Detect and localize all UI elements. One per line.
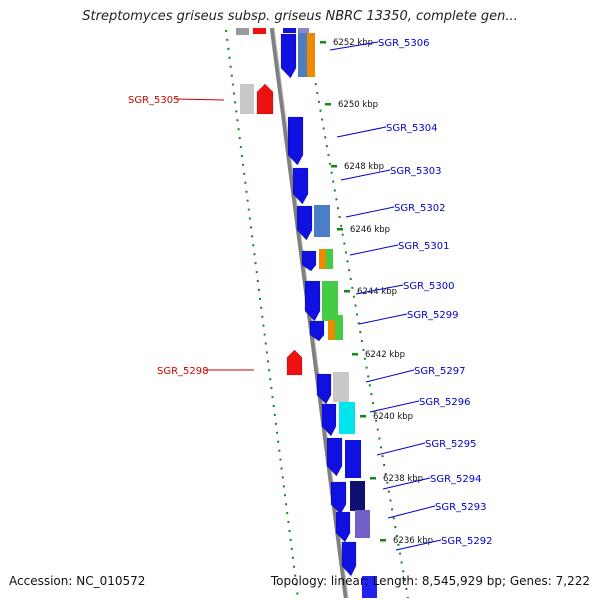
gene-homolog-block <box>319 249 326 269</box>
gene-homolog-block <box>322 281 338 321</box>
partial-gene-top <box>253 28 266 34</box>
gene-label-leader <box>382 477 431 490</box>
forward-gene-arrow[interactable] <box>301 250 317 272</box>
gene-label[interactable]: SGR_5303 <box>390 166 442 177</box>
gene-label[interactable]: SGR_5294 <box>430 474 482 485</box>
gene-homolog-block <box>314 205 330 237</box>
left-track-border <box>225 29 299 599</box>
gene-homolog-block <box>335 315 343 340</box>
forward-gene-arrow[interactable] <box>330 481 347 515</box>
scale-tick-label: 6238 kbp <box>383 474 423 484</box>
gene-homolog-block <box>333 372 349 402</box>
gene-label-leader <box>358 313 408 325</box>
scale-tick-label: 6252 kbp <box>333 38 373 48</box>
gene-homolog-block <box>355 510 370 538</box>
gene-label-leader <box>336 126 387 138</box>
gene-homolog-block <box>328 320 335 340</box>
gene-label[interactable]: SGR_5295 <box>425 439 477 450</box>
gene-label[interactable]: SGR_5302 <box>394 203 446 214</box>
gene-label-leader <box>329 41 379 51</box>
gene-label[interactable]: SGR_5306 <box>378 38 430 49</box>
gene-homolog-block <box>362 576 377 598</box>
scale-tick-label: 6246 kbp <box>350 225 390 235</box>
gene-label[interactable]: SGR_5301 <box>398 241 450 252</box>
scale-tick-mark <box>320 41 326 44</box>
scale-tick-label: 6250 kbp <box>338 100 378 110</box>
gene-label-leader <box>349 244 399 256</box>
right-track-border <box>305 29 409 599</box>
gene-label[interactable]: SGR_5300 <box>403 281 455 292</box>
gene-homolog-block <box>298 33 307 77</box>
forward-gene-arrow[interactable] <box>309 320 325 342</box>
gene-label-leader <box>376 442 426 456</box>
scale-tick-mark <box>344 290 350 293</box>
forward-gene-arrow[interactable] <box>316 373 332 405</box>
gene-homolog-block <box>350 481 365 511</box>
gene-label[interactable]: SGR_5296 <box>419 397 471 408</box>
forward-gene-arrow[interactable] <box>292 167 309 205</box>
scale-tick-label: 6240 kbp <box>373 412 413 422</box>
gene-label-leader <box>175 98 225 101</box>
scale-tick-label: 6244 kbp <box>357 287 397 297</box>
gene-label-leader <box>340 169 391 181</box>
gene-label[interactable]: SGR_5292 <box>441 536 493 547</box>
gene-homolog-block <box>307 33 315 77</box>
scale-tick-mark <box>352 353 358 356</box>
reverse-gene-arrow[interactable] <box>286 349 303 376</box>
gene-label-leader <box>365 369 415 383</box>
gene-homolog-block <box>339 402 355 434</box>
gene-label-leader <box>387 505 436 519</box>
accession-label: Accession: NC_010572 <box>9 574 146 588</box>
forward-gene-arrow[interactable] <box>321 403 337 437</box>
forward-gene-arrow[interactable] <box>341 541 357 577</box>
gene-homolog-block <box>345 440 361 478</box>
partial-gene-top <box>283 28 296 33</box>
scale-tick-mark <box>360 415 366 418</box>
map-title: Streptomyces griseus subsp. griseus NBRC… <box>82 9 518 24</box>
scale-tick-mark <box>380 539 386 542</box>
partial-gene-top <box>236 28 249 35</box>
scale-tick-mark <box>331 165 337 168</box>
scale-tick-label: 6242 kbp <box>365 350 405 360</box>
forward-gene-arrow[interactable] <box>326 437 343 477</box>
forward-gene-arrow[interactable] <box>296 205 313 241</box>
topology-label: Topology: linear; Length: 8,545,929 bp; … <box>270 574 590 588</box>
gene-label-leader <box>369 400 420 413</box>
forward-gene-arrow[interactable] <box>304 280 321 322</box>
gene-label[interactable]: SGR_5305 <box>128 95 180 106</box>
gene-homolog-block <box>240 84 254 114</box>
forward-gene-arrow[interactable] <box>287 116 304 166</box>
gene-label[interactable]: SGR_5297 <box>414 366 466 377</box>
gene-label-leader <box>395 539 442 551</box>
forward-gene-arrow[interactable] <box>280 33 297 79</box>
gene-label[interactable]: SGR_5298 <box>157 366 209 377</box>
reverse-gene-arrow[interactable] <box>256 83 274 115</box>
gene-label[interactable]: SGR_5304 <box>386 123 438 134</box>
gene-label-leader <box>345 206 395 218</box>
gene-homolog-block <box>326 249 333 269</box>
scale-tick-mark <box>325 103 331 106</box>
gene-label[interactable]: SGR_5293 <box>435 502 487 513</box>
gene-label[interactable]: SGR_5299 <box>407 310 459 321</box>
scale-tick-mark <box>370 477 376 480</box>
partial-gene-top <box>298 28 309 33</box>
forward-gene-arrow[interactable] <box>335 511 351 543</box>
gene-label-leader <box>355 284 404 295</box>
scale-tick-mark <box>337 228 343 231</box>
scale-tick-label: 6248 kbp <box>344 162 384 172</box>
scale-tick-label: 6236 kbp <box>393 536 433 546</box>
